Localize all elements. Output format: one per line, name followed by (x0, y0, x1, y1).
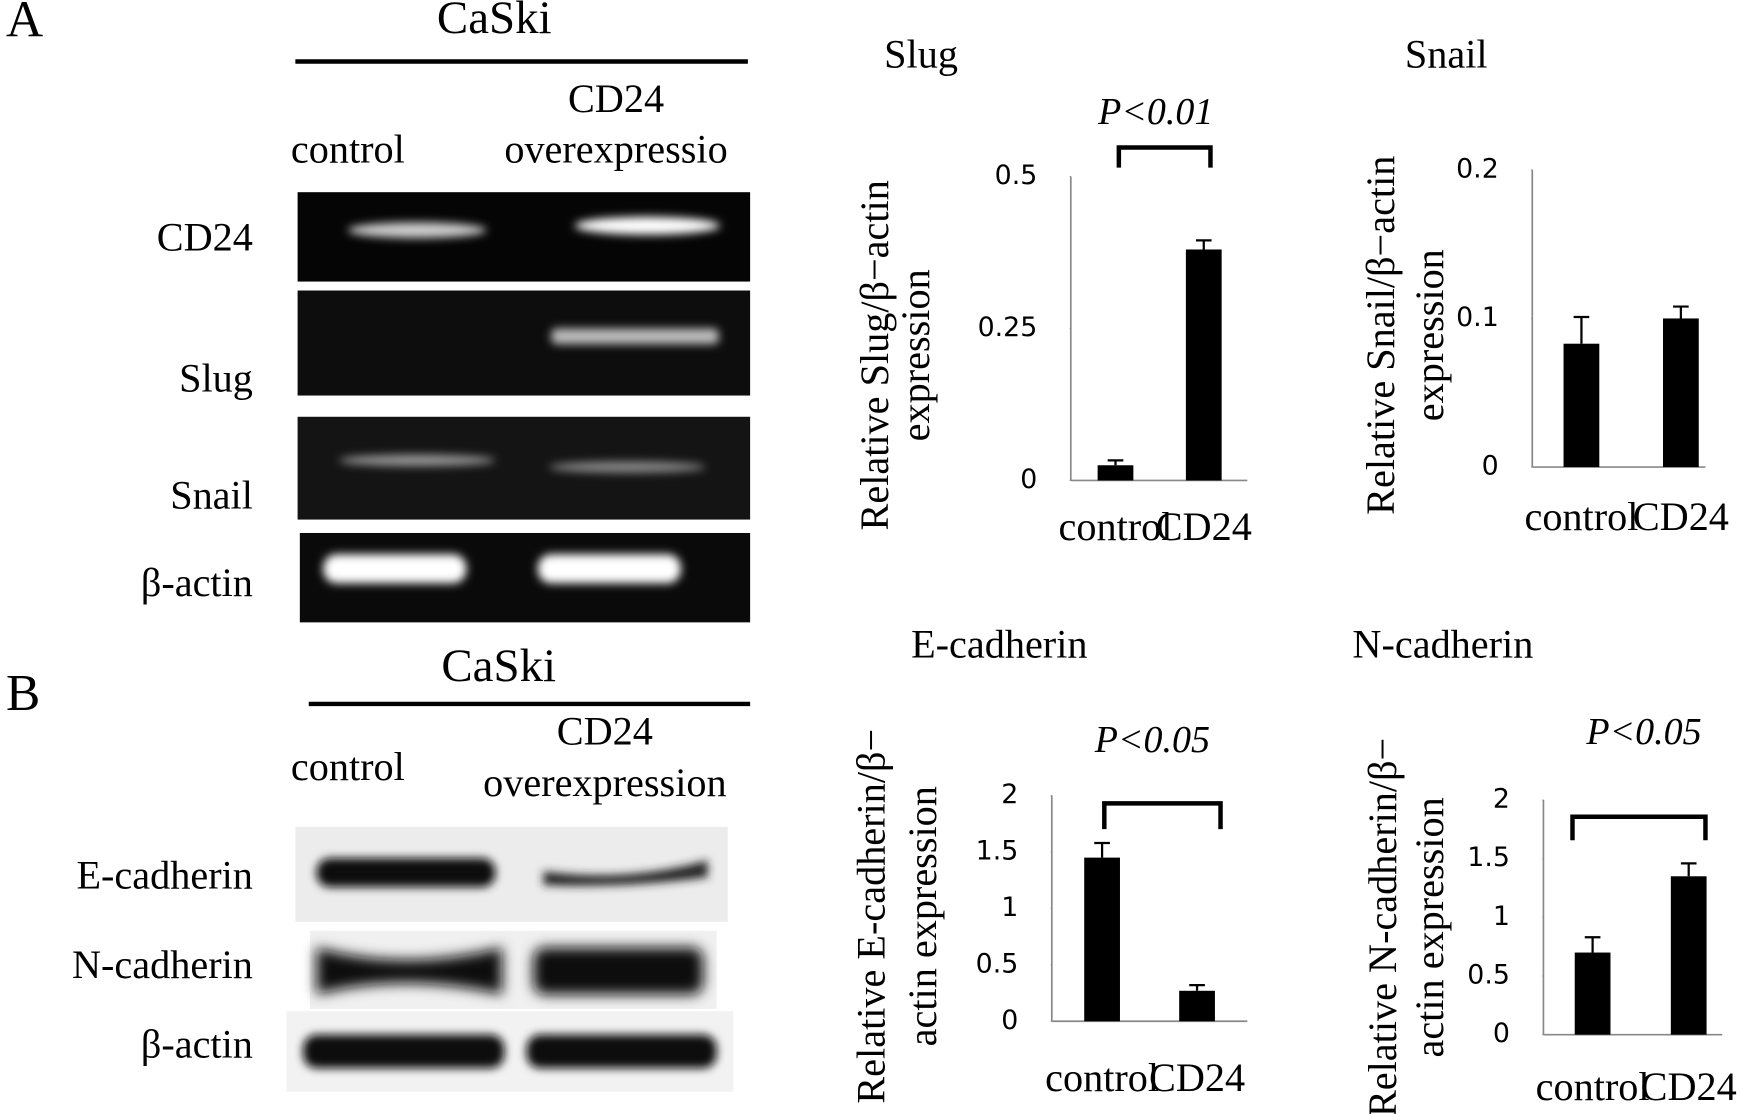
y-tick-label: 0.5 (1467, 960, 1510, 991)
y-tick-label: 2 (1493, 784, 1510, 815)
lane-label: overexpression (483, 760, 726, 805)
y-tick-label: 1 (1001, 892, 1018, 923)
y-tick-label: 0.5 (976, 948, 1019, 979)
y-axis-label: Relative Slug/β−actin (852, 180, 897, 530)
significance-bracket (1102, 801, 1223, 830)
lane-label: control (291, 744, 405, 789)
error-bar (1107, 459, 1124, 466)
row-label: N-cadherin (72, 942, 253, 987)
y-axis-label: Relative N-cadherin/β− (1360, 738, 1405, 1114)
chart-title: Slug (884, 31, 958, 76)
y-tick-label: 0.2 (1456, 153, 1499, 184)
y-tick-label: 0 (1001, 1005, 1018, 1036)
row-label: Snail (170, 473, 253, 518)
bar (1097, 465, 1134, 481)
gel-a (295, 59, 751, 623)
significance-bracket (1116, 145, 1213, 168)
annotation: P<0.05 (1094, 719, 1210, 761)
bar (1670, 876, 1707, 1035)
chart-title: Snail (1405, 31, 1488, 76)
x-tick-label: CD24 (1149, 1055, 1245, 1100)
blot-b (286, 701, 751, 1092)
error-bar (1673, 305, 1689, 319)
lane-label: overexpressio (504, 126, 727, 171)
bar (1574, 952, 1611, 1035)
x-tick-label: CD24 (1156, 504, 1252, 549)
bar (1563, 343, 1600, 468)
y-axis-label: expression (893, 269, 938, 441)
row-label: β-actin (141, 1021, 253, 1066)
y-tick-label: 0.1 (1456, 302, 1499, 333)
y-tick-label: 0.25 (978, 312, 1038, 343)
y-tick-label: 0 (1020, 464, 1037, 495)
x-tick-label: control (1045, 1055, 1159, 1100)
y-tick-label: 1.5 (1467, 842, 1510, 873)
x-tick-label: control (1536, 1064, 1650, 1109)
error-bar (1094, 841, 1110, 858)
row-label: Slug (179, 355, 253, 400)
error-bar (1584, 936, 1601, 953)
lane-label: CD24 (568, 76, 664, 121)
cell-line: CaSki (441, 640, 556, 692)
y-tick-label: 2 (1001, 779, 1018, 810)
x-tick-label: control (1524, 494, 1638, 539)
y-tick-label: 0 (1493, 1018, 1510, 1049)
bar (1179, 990, 1215, 1022)
annotation: P<0.01 (1097, 91, 1213, 133)
error-bar (1573, 315, 1590, 344)
row-label: E-cadherin (76, 853, 252, 898)
bar (1084, 857, 1120, 1022)
error-bar (1195, 239, 1212, 250)
bar (1185, 249, 1222, 481)
y-axis-label: actin expression (900, 786, 945, 1046)
chart-title: E-cadherin (911, 621, 1087, 666)
y-axis-label: actin expression (1407, 797, 1452, 1057)
bar (1662, 318, 1699, 468)
x-tick-label: CD24 (1633, 494, 1729, 539)
chart-title: N-cadherin (1352, 621, 1533, 666)
x-tick-label: control (1059, 504, 1173, 549)
y-axis-label: Relative Snail/β−actin (1358, 156, 1403, 515)
lane-label: CD24 (557, 708, 653, 753)
x-tick-label: CD24 (1641, 1064, 1737, 1109)
row-label: CD24 (157, 215, 253, 260)
error-bar (1189, 984, 1205, 991)
y-tick-label: 0.5 (995, 160, 1038, 191)
row-label: β-actin (141, 560, 253, 605)
error-bar (1680, 862, 1697, 877)
y-axis-label: Relative E-cadherin/β− (848, 729, 893, 1104)
y-tick-label: 0 (1482, 451, 1499, 482)
y-tick-label: 1.5 (976, 835, 1019, 866)
significance-bracket (1570, 814, 1708, 841)
y-tick-label: 1 (1493, 901, 1510, 932)
lane-label: control (291, 126, 405, 171)
y-axis-label: expression (1407, 249, 1452, 421)
cell-line: CaSki (437, 0, 552, 44)
annotation: P<0.05 (1585, 711, 1701, 753)
panel-label: A (6, 0, 43, 48)
panel-label: B (6, 665, 40, 722)
